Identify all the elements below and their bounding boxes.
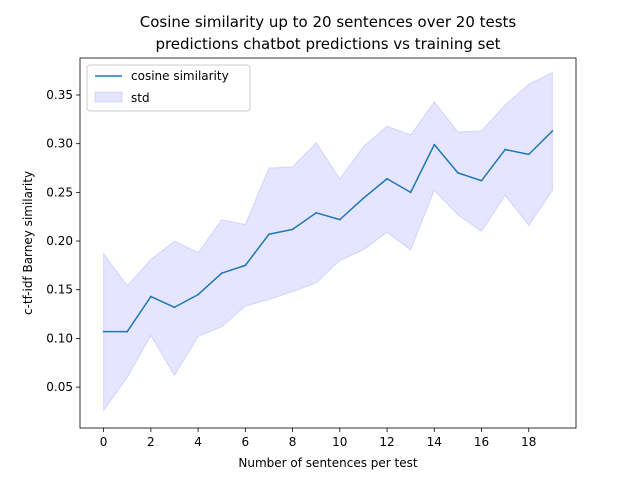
std-band-layer	[103, 71, 553, 413]
x-axis: 0 2 4 6 8 10 12 14 16 18	[100, 428, 536, 449]
y-tick-label: 0.35	[46, 88, 73, 102]
plot-frame	[79, 57, 577, 429]
data-point	[244, 264, 247, 267]
x-tick-label: 4	[194, 435, 202, 449]
legend-entry-line: cosine similarity	[131, 69, 229, 83]
data-point	[386, 177, 388, 180]
y-axis-label: c-tf-idf Barney similarity	[21, 171, 35, 315]
data-point	[527, 153, 530, 156]
chart-title-line-2: predictions chatbot predictions vs train…	[155, 35, 500, 53]
series-line-layer	[102, 130, 554, 333]
x-tick-label: 0	[100, 435, 108, 449]
y-tick-label: 0.25	[46, 185, 73, 199]
data-point	[102, 330, 105, 333]
x-axis-label: Number of sentences per test	[238, 456, 417, 470]
y-tick-label: 0.10	[46, 331, 73, 345]
x-tick-label: 10	[332, 435, 347, 449]
data-point	[268, 233, 270, 236]
y-tick-label: 0.20	[46, 234, 73, 248]
data-point	[315, 211, 318, 214]
x-tick-label: 16	[474, 435, 489, 449]
legend-band-swatch	[94, 91, 123, 103]
y-tick-label: 0.15	[46, 283, 73, 297]
data-point	[149, 295, 152, 298]
x-tick-label: 6	[242, 435, 250, 449]
data-point	[291, 228, 294, 231]
x-tick-label: 18	[521, 435, 536, 449]
x-tick-label: 12	[379, 435, 394, 449]
data-point	[173, 306, 176, 309]
data-point	[480, 179, 483, 182]
data-point	[457, 171, 459, 174]
data-point	[409, 191, 412, 194]
data-point	[433, 143, 436, 146]
x-tick-label: 14	[427, 435, 442, 449]
chart-title-line-1: Cosine similarity up to 20 sentences ove…	[140, 13, 517, 31]
std-band	[103, 71, 553, 413]
y-tick-label: 0.05	[46, 380, 73, 394]
x-tick-label: 2	[147, 435, 155, 449]
legend-box	[86, 64, 251, 112]
data-point	[504, 148, 507, 151]
x-tick-label: 8	[289, 435, 297, 449]
data-point	[338, 218, 341, 221]
data-point	[220, 272, 223, 275]
data-point	[551, 130, 554, 132]
series-line	[103, 130, 553, 333]
data-point	[197, 293, 200, 296]
legend: cosine similarity std	[86, 64, 251, 112]
y-tick-label: 0.30	[46, 137, 73, 151]
data-point	[126, 330, 129, 333]
data-point	[362, 197, 365, 200]
legend-entry-std: std	[131, 91, 150, 105]
y-axis: 0.05 0.10 0.15 0.20 0.25 0.30 0.35	[46, 88, 80, 394]
